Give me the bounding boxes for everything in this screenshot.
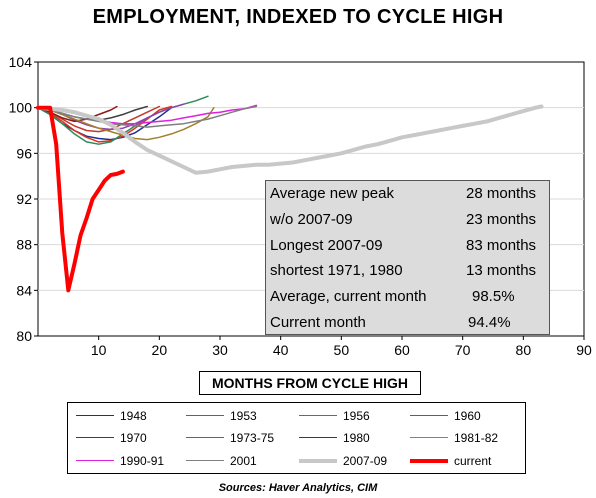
legend-label: 1973-75 — [230, 431, 275, 445]
legend-label: 1981-82 — [454, 431, 499, 445]
y-tick-label: 80 — [16, 328, 32, 344]
stats-box: Average new peak 28 months w/o 2007-09 2… — [265, 180, 550, 335]
legend-swatch — [186, 415, 224, 417]
stat-value: 98.5% — [472, 288, 515, 305]
x-axis-label: MONTHS FROM CYCLE HIGH — [199, 371, 421, 395]
legend-label: 2007-09 — [343, 454, 388, 468]
x-axis-ticks: 10 20 30 40 50 60 70 80 90 — [91, 336, 592, 358]
legend-swatch — [299, 415, 337, 417]
stat-row: Average, current month 98.5% — [270, 288, 545, 308]
legend-label: 1970 — [120, 431, 147, 445]
legend-label: 1956 — [343, 409, 370, 423]
legend-label: 1948 — [120, 409, 147, 423]
chart-title: EMPLOYMENT, INDEXED TO CYCLE HIGH — [92, 6, 504, 28]
legend-swatch — [76, 460, 114, 462]
x-tick-label: 90 — [576, 342, 592, 358]
x-tick-label: 70 — [455, 342, 471, 358]
series-lines — [36, 95, 544, 293]
legend: 1948 1953 1956 1960 1970 1973-75 1980 19… — [67, 402, 526, 474]
legend-swatch — [410, 437, 448, 439]
legend-swatch — [410, 459, 448, 463]
x-tick-label: 80 — [516, 342, 532, 358]
y-tick-label: 96 — [16, 145, 32, 161]
legend-label: current — [454, 454, 492, 468]
stat-label: Current month — [270, 314, 366, 331]
y-axis-ticks: 80 84 88 92 96 100 104 — [9, 54, 38, 344]
stat-row: Longest 2007-09 83 months — [270, 237, 545, 257]
stat-value: 28 months — [466, 185, 537, 202]
legend-swatch — [186, 460, 224, 462]
stat-row: w/o 2007-09 23 months — [270, 211, 545, 231]
x-tick-label: 40 — [273, 342, 289, 358]
y-tick-label: 100 — [9, 100, 33, 116]
stat-row: Average new peak 28 months — [270, 185, 545, 205]
x-tick-label: 20 — [152, 342, 168, 358]
stat-label: Longest 2007-09 — [270, 237, 383, 254]
x-tick-label: 60 — [394, 342, 410, 358]
y-tick-label: 92 — [16, 191, 32, 207]
stat-row: shortest 1971, 1980 13 months — [270, 262, 545, 282]
stat-row: Current month 94.4% — [270, 314, 545, 334]
x-tick-label: 50 — [334, 342, 350, 358]
stat-value: 83 months — [466, 237, 537, 254]
stat-value: 13 months — [466, 262, 537, 279]
stat-label: w/o 2007-09 — [270, 211, 353, 228]
legend-label: 1990-91 — [120, 454, 165, 468]
stat-label: Average, current month — [270, 288, 427, 305]
legend-swatch — [410, 415, 448, 417]
stat-label: Average new peak — [270, 185, 394, 202]
series-line-2001 — [37, 105, 258, 128]
legend-swatch — [186, 437, 224, 439]
y-tick-label: 88 — [16, 237, 32, 253]
source-note: Sources: Haver Analytics, CIM — [218, 482, 378, 494]
legend-label: 1960 — [454, 409, 481, 423]
legend-swatch — [76, 437, 114, 439]
stat-value: 23 months — [466, 211, 537, 228]
x-tick-label: 10 — [91, 342, 107, 358]
legend-label: 1953 — [230, 409, 257, 423]
series-line-2007-09 — [36, 104, 544, 175]
legend-swatch — [299, 459, 337, 463]
y-tick-label: 104 — [9, 54, 33, 70]
x-tick-label: 30 — [212, 342, 228, 358]
legend-label: 2001 — [230, 454, 257, 468]
legend-swatch — [299, 437, 337, 439]
stat-label: shortest 1971, 1980 — [270, 262, 403, 279]
legend-label: 1980 — [343, 431, 370, 445]
y-tick-label: 84 — [16, 282, 32, 298]
legend-swatch — [76, 415, 114, 417]
series-line-current — [36, 105, 125, 293]
stat-value: 94.4% — [468, 314, 511, 331]
